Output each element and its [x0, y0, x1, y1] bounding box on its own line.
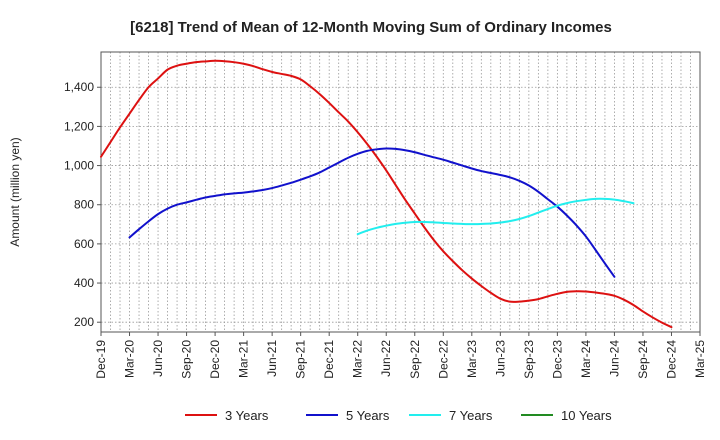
x-tick-label: Jun-21	[265, 340, 279, 377]
y-tick-label: 1,400	[64, 80, 94, 94]
legend-label-3-years: 3 Years	[225, 408, 269, 423]
x-tick-label: Jun-23	[493, 340, 507, 377]
y-tick-label: 200	[74, 315, 94, 329]
y-tick-label: 800	[74, 198, 94, 212]
x-tick-label: Jun-22	[379, 340, 393, 377]
x-axis: Dec-19 Mar-20 Jun-20 Sep-20 Dec-20 Mar-21 Jun-…	[94, 332, 707, 379]
y-tick-label: 600	[74, 237, 94, 251]
x-tick-label: Dec-22	[436, 340, 450, 379]
series-line-3-years	[100, 59, 673, 329]
x-tick-label: Jun-24	[607, 340, 621, 377]
series-line-7-years	[356, 197, 635, 236]
x-tick-label: Mar-25	[693, 340, 707, 378]
chart-title: [6218] Trend of Mean of 12-Month Moving …	[130, 19, 612, 36]
plot-frame	[100, 51, 701, 333]
x-tick-label: Dec-19	[94, 340, 108, 379]
legend: 3 Years 5 Years 7 Years 10 Years	[185, 408, 612, 423]
x-tick-label: Dec-20	[208, 340, 222, 379]
grid	[101, 52, 700, 332]
x-tick-label: Sep-22	[408, 340, 422, 379]
series-lines	[100, 59, 673, 329]
legend-label-5-years: 5 Years	[346, 408, 390, 423]
x-tick-label: Dec-24	[664, 340, 678, 379]
legend-label-7-years: 7 Years	[449, 408, 493, 423]
x-tick-label: Sep-21	[294, 340, 308, 379]
x-tick-label: Jun-20	[151, 340, 165, 377]
y-axis-label: Amount (million yen)	[8, 137, 22, 246]
x-tick-label: Mar-23	[465, 340, 479, 378]
x-tick-label: Dec-23	[550, 340, 564, 379]
x-tick-label: Mar-24	[579, 340, 593, 378]
x-tick-label: Mar-21	[237, 340, 251, 378]
y-tick-label: 400	[74, 276, 94, 290]
x-tick-label: Sep-24	[636, 340, 650, 379]
x-tick-label: Sep-20	[180, 340, 194, 379]
y-axis: 200 400 600 800 1,000 1,200 1,400	[64, 80, 101, 329]
x-tick-label: Mar-20	[123, 340, 137, 378]
y-tick-label: 1,200	[64, 119, 94, 133]
x-tick-label: Mar-22	[351, 340, 365, 378]
x-tick-label: Sep-23	[522, 340, 536, 379]
series-line-5-years	[128, 147, 616, 278]
legend-label-10-years: 10 Years	[561, 408, 612, 423]
y-tick-label: 1,000	[64, 159, 94, 173]
x-tick-label: Dec-21	[322, 340, 336, 379]
